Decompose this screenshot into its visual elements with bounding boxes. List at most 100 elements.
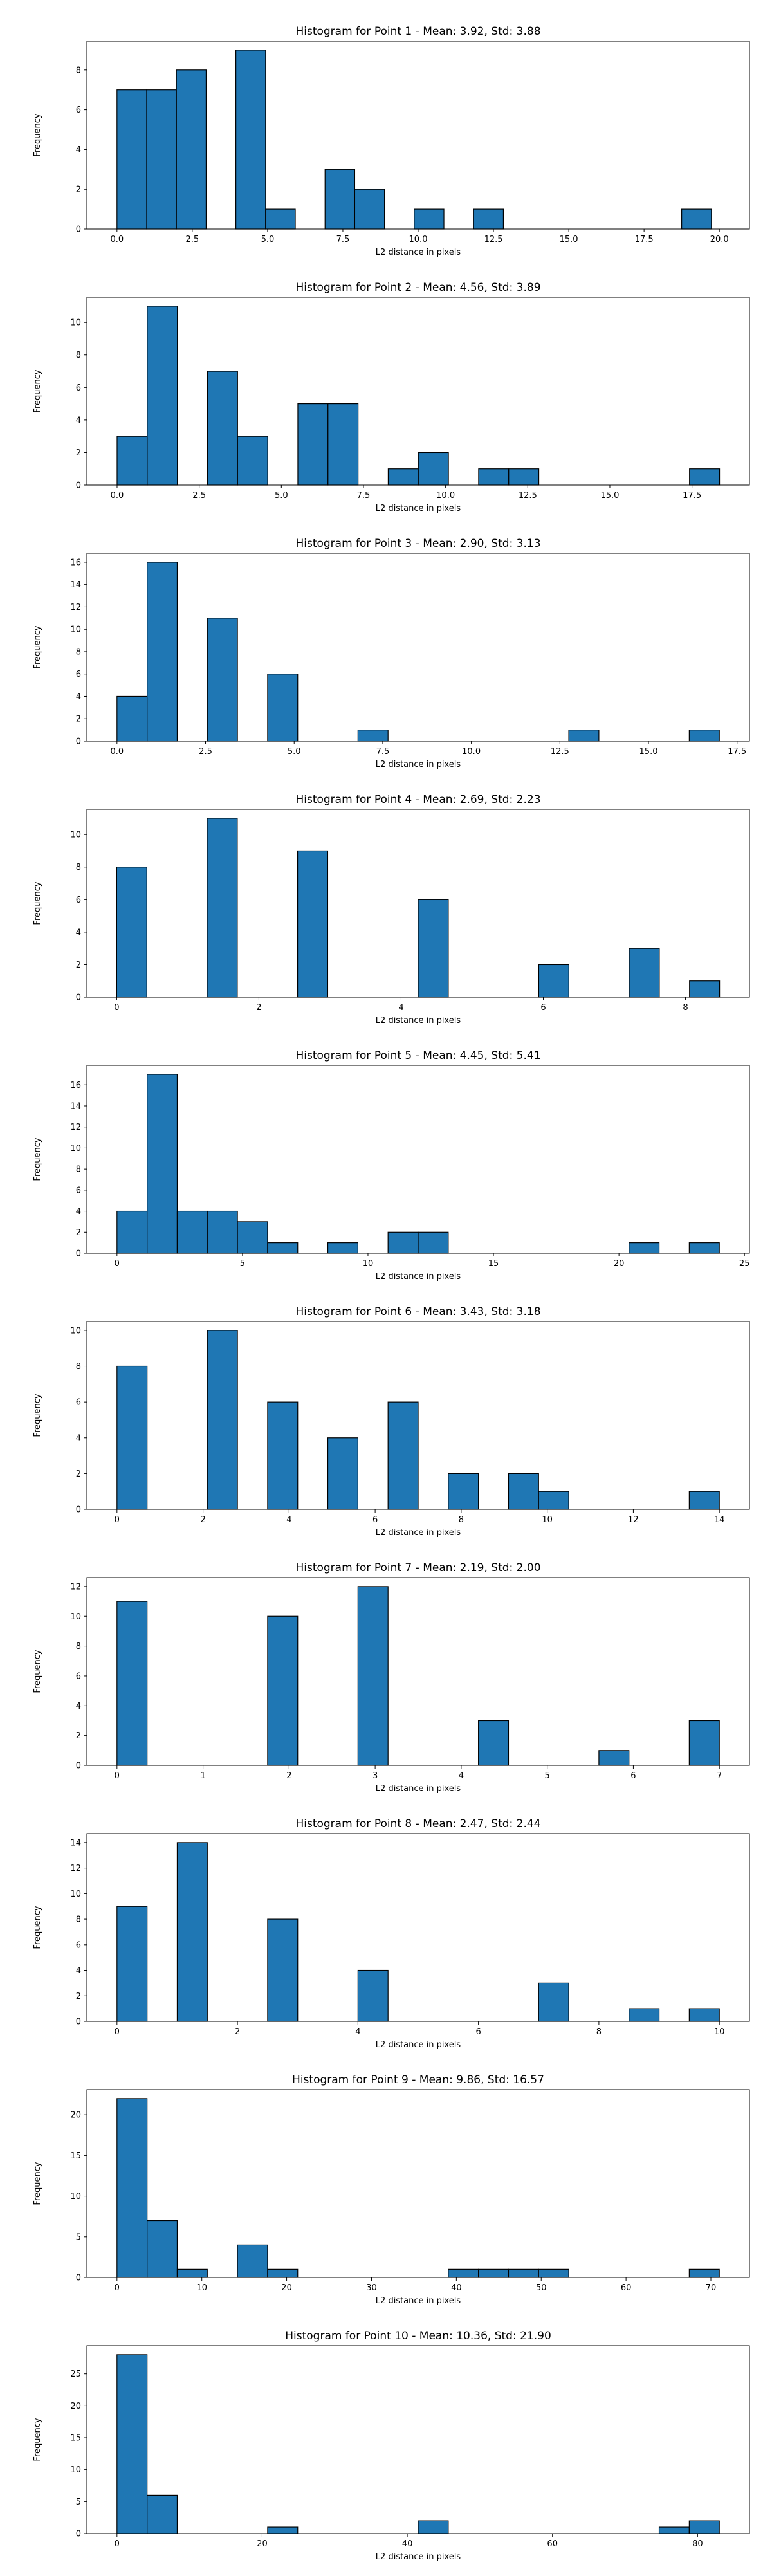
histogram-bar: [235, 50, 266, 230]
chart-title: Histogram for Point 10 - Mean: 10.36, St…: [285, 2330, 551, 2342]
x-tick-label: 2: [286, 1771, 291, 1781]
x-axis-label: L2 distance in pixels: [376, 248, 461, 257]
x-tick-label: 10.0: [409, 235, 428, 244]
x-tick-label: 4: [355, 2027, 360, 2037]
x-tick-label: 12: [628, 1515, 639, 1525]
histogram-bar: [267, 1401, 299, 1510]
histogram-bars: [116, 2354, 720, 2534]
y-axis-label: Frequency: [33, 1906, 42, 1949]
y-tick-label: 12: [70, 603, 81, 612]
histogram-bars: [116, 306, 721, 486]
histogram-point-5: Histogram for Point 5 - Mean: 4.45, Std:…: [33, 1049, 750, 1282]
histogram-bars: [116, 562, 720, 742]
y-tick-label: 8: [76, 1165, 81, 1175]
y-tick-label: 4: [76, 692, 81, 702]
x-axis-label: L2 distance in pixels: [376, 2552, 461, 2562]
y-axis-label: Frequency: [33, 625, 42, 668]
x-tick-label: 60: [547, 2539, 558, 2549]
y-tick-label: 20: [70, 2111, 81, 2121]
y-tick-label: 0: [76, 1249, 81, 1259]
x-tick-label: 15.0: [639, 747, 658, 757]
x-tick-label: 2.5: [186, 235, 199, 244]
histogram-bar: [508, 2268, 539, 2278]
y-tick-label: 2: [76, 961, 81, 970]
x-tick-label: 0: [115, 2027, 120, 2037]
x-tick-label: 15.0: [600, 491, 619, 501]
x-tick-label: 8: [596, 2027, 602, 2037]
histogram-point-1: Histogram for Point 1 - Mean: 3.92, Std:…: [33, 25, 750, 257]
x-axis-label: L2 distance in pixels: [376, 1784, 461, 1794]
histogram-bar: [147, 2220, 178, 2278]
y-tick-label: 0: [76, 1762, 81, 1771]
chart-title: Histogram for Point 6 - Mean: 3.43, Std:…: [295, 1305, 540, 1318]
x-tick-label: 6: [540, 1003, 546, 1013]
y-tick-label: 0: [76, 2274, 81, 2283]
histogram-bar: [207, 618, 238, 742]
histogram-bar: [147, 306, 178, 486]
axes-frame: [86, 1833, 750, 2022]
histogram-point-8: Histogram for Point 8 - Mean: 2.47, Std:…: [33, 1817, 750, 2050]
y-tick-label: 0: [76, 2018, 81, 2027]
histogram-bar: [418, 2520, 449, 2534]
x-tick-label: 10: [714, 2027, 725, 2037]
y-tick-label: 8: [76, 1362, 81, 1372]
y-tick-label: 6: [76, 670, 81, 679]
histogram-bar: [147, 562, 178, 742]
histogram-bar: [327, 1242, 358, 1254]
y-axis-label: Frequency: [33, 113, 42, 156]
x-tick-label: 12.5: [484, 235, 503, 244]
x-tick-label: 2: [200, 1515, 205, 1525]
histogram-bar: [688, 2268, 720, 2278]
y-tick-label: 0: [76, 737, 81, 747]
x-axis-label: L2 distance in pixels: [376, 1528, 461, 1538]
histogram-bar: [176, 2268, 208, 2278]
x-tick-label: 4: [398, 1003, 403, 1013]
histogram-bar: [265, 208, 296, 230]
x-tick-label: 12.5: [551, 747, 569, 757]
y-tick-label: 6: [76, 383, 81, 393]
x-axis-label: L2 distance in pixels: [376, 760, 461, 769]
x-tick-label: 20: [257, 2539, 268, 2549]
histogram-bar: [357, 1969, 389, 2022]
histogram-bar: [629, 948, 660, 998]
x-tick-label: 80: [692, 2539, 703, 2549]
histogram-bar: [147, 1074, 178, 1254]
histogram-bar: [237, 1221, 268, 1254]
x-tick-label: 17.5: [683, 491, 701, 501]
y-axis-label: Frequency: [33, 369, 42, 412]
histogram-bar: [207, 818, 238, 998]
chart-title: Histogram for Point 9 - Mean: 9.86, Std:…: [292, 2074, 544, 2086]
histogram-bar: [538, 964, 569, 998]
y-tick-label: 4: [76, 1433, 81, 1443]
x-tick-label: 10: [363, 1259, 374, 1269]
histogram-bar: [354, 189, 385, 230]
axes-frame: [86, 1065, 750, 1254]
histogram-bar: [629, 1242, 660, 1254]
histogram-bar: [688, 2520, 720, 2534]
x-tick-label: 40: [451, 2283, 462, 2293]
y-tick-label: 2: [76, 1469, 81, 1479]
histogram-bar: [327, 1437, 358, 1510]
histogram-bars: [116, 50, 712, 230]
histogram-bar: [508, 1473, 539, 1510]
histogram-bars: [116, 2098, 720, 2278]
axes-frame: [86, 2345, 750, 2534]
y-axis-label: Frequency: [33, 2162, 42, 2205]
histogram-bar: [598, 1750, 630, 1766]
x-tick-label: 4: [286, 1515, 291, 1525]
axes-frame: [86, 553, 750, 742]
y-tick-label: 14: [70, 1838, 81, 1848]
x-tick-label: 5.0: [261, 235, 275, 244]
x-tick-label: 6: [630, 1771, 636, 1781]
histogram-bar: [418, 899, 449, 998]
y-tick-label: 8: [76, 1642, 81, 1651]
x-tick-label: 5.0: [288, 747, 301, 757]
y-tick-label: 10: [70, 2465, 81, 2475]
histogram-bar: [688, 1720, 720, 1766]
y-tick-label: 10: [70, 2192, 81, 2202]
x-tick-label: 25: [739, 1259, 750, 1269]
x-tick-label: 14: [714, 1515, 725, 1525]
x-tick-label: 20: [281, 2283, 292, 2293]
histogram-bar: [478, 2268, 510, 2278]
